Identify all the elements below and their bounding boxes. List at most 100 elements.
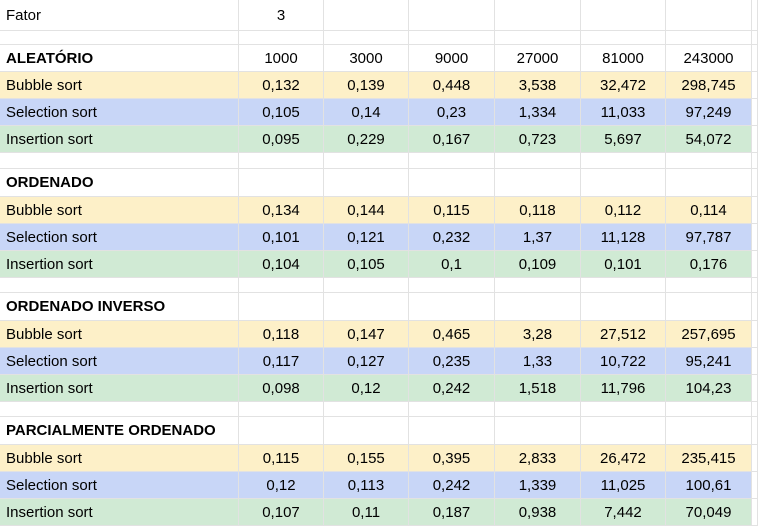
time-cell[interactable]: 10,722 [581,348,666,375]
empty-cell[interactable] [324,153,409,169]
section-title-cell[interactable]: PARCIALMENTE ORDENADO [0,417,239,445]
time-cell[interactable]: 11,033 [581,99,666,126]
empty-cell[interactable] [752,445,758,472]
time-cell[interactable]: 298,745 [666,72,752,99]
time-cell[interactable]: 0,121 [324,224,409,251]
size-header-cell[interactable]: 9000 [409,45,495,72]
empty-cell[interactable] [752,472,758,499]
time-cell[interactable]: 0,232 [409,224,495,251]
empty-cell[interactable] [0,278,239,293]
time-cell[interactable]: 3,538 [495,72,581,99]
time-cell[interactable]: 27,512 [581,321,666,348]
time-cell[interactable]: 0,132 [239,72,324,99]
empty-cell[interactable] [666,278,752,293]
time-cell[interactable]: 0,938 [495,499,581,526]
time-cell[interactable]: 0,117 [239,348,324,375]
time-cell[interactable]: 257,695 [666,321,752,348]
time-cell[interactable]: 0,118 [495,197,581,224]
section-title-cell[interactable]: ORDENADO [0,169,239,197]
time-cell[interactable]: 0,139 [324,72,409,99]
time-cell[interactable]: 0,12 [239,472,324,499]
time-cell[interactable]: 0,11 [324,499,409,526]
time-cell[interactable]: 0,155 [324,445,409,472]
time-cell[interactable]: 0,115 [239,445,324,472]
empty-cell[interactable] [409,402,495,417]
empty-cell[interactable] [324,169,409,197]
time-cell[interactable]: 0,127 [324,348,409,375]
time-cell[interactable]: 0,113 [324,472,409,499]
time-cell[interactable]: 70,049 [666,499,752,526]
empty-cell[interactable] [324,402,409,417]
empty-cell[interactable] [239,278,324,293]
empty-cell[interactable] [752,499,758,526]
empty-cell[interactable] [409,31,495,45]
algorithm-name-cell[interactable]: Selection sort [0,99,239,126]
empty-cell[interactable] [0,153,239,169]
time-cell[interactable]: 0,095 [239,126,324,153]
time-cell[interactable]: 11,128 [581,224,666,251]
empty-cell[interactable] [239,417,324,445]
fator-value-cell[interactable]: 3 [239,0,324,31]
time-cell[interactable]: 0,1 [409,251,495,278]
empty-cell[interactable] [752,31,758,45]
time-cell[interactable]: 0,14 [324,99,409,126]
time-cell[interactable]: 95,241 [666,348,752,375]
empty-cell[interactable] [324,0,409,31]
empty-cell[interactable] [752,169,758,197]
empty-cell[interactable] [666,417,752,445]
empty-cell[interactable] [752,375,758,402]
time-cell[interactable]: 1,518 [495,375,581,402]
empty-cell[interactable] [581,278,666,293]
algorithm-name-cell[interactable]: Insertion sort [0,375,239,402]
time-cell[interactable]: 0,144 [324,197,409,224]
time-cell[interactable]: 0,23 [409,99,495,126]
algorithm-name-cell[interactable]: Selection sort [0,224,239,251]
empty-cell[interactable] [495,402,581,417]
time-cell[interactable]: 54,072 [666,126,752,153]
time-cell[interactable]: 0,118 [239,321,324,348]
empty-cell[interactable] [581,417,666,445]
time-cell[interactable]: 97,787 [666,224,752,251]
empty-cell[interactable] [752,321,758,348]
time-cell[interactable]: 0,242 [409,472,495,499]
empty-cell[interactable] [752,417,758,445]
empty-cell[interactable] [752,0,758,31]
time-cell[interactable]: 0,098 [239,375,324,402]
empty-cell[interactable] [752,153,758,169]
empty-cell[interactable] [666,153,752,169]
time-cell[interactable]: 0,101 [239,224,324,251]
time-cell[interactable]: 0,167 [409,126,495,153]
time-cell[interactable]: 0,107 [239,499,324,526]
time-cell[interactable]: 0,723 [495,126,581,153]
empty-cell[interactable] [752,402,758,417]
empty-cell[interactable] [324,293,409,321]
time-cell[interactable]: 1,33 [495,348,581,375]
empty-cell[interactable] [752,99,758,126]
time-cell[interactable]: 0,101 [581,251,666,278]
time-cell[interactable]: 11,796 [581,375,666,402]
time-cell[interactable]: 1,37 [495,224,581,251]
time-cell[interactable]: 0,176 [666,251,752,278]
size-header-cell[interactable]: 243000 [666,45,752,72]
empty-cell[interactable] [495,293,581,321]
empty-cell[interactable] [324,31,409,45]
time-cell[interactable]: 3,28 [495,321,581,348]
time-cell[interactable]: 0,12 [324,375,409,402]
empty-cell[interactable] [0,31,239,45]
empty-cell[interactable] [409,417,495,445]
section-title-cell[interactable]: ALEATÓRIO [0,45,239,72]
time-cell[interactable]: 0,465 [409,321,495,348]
time-cell[interactable]: 0,229 [324,126,409,153]
empty-cell[interactable] [666,293,752,321]
empty-cell[interactable] [581,169,666,197]
empty-cell[interactable] [495,417,581,445]
empty-cell[interactable] [581,31,666,45]
time-cell[interactable]: 104,23 [666,375,752,402]
empty-cell[interactable] [239,293,324,321]
time-cell[interactable]: 2,833 [495,445,581,472]
algorithm-name-cell[interactable]: Selection sort [0,348,239,375]
empty-cell[interactable] [752,197,758,224]
empty-cell[interactable] [666,0,752,31]
size-header-cell[interactable]: 27000 [495,45,581,72]
empty-cell[interactable] [581,0,666,31]
